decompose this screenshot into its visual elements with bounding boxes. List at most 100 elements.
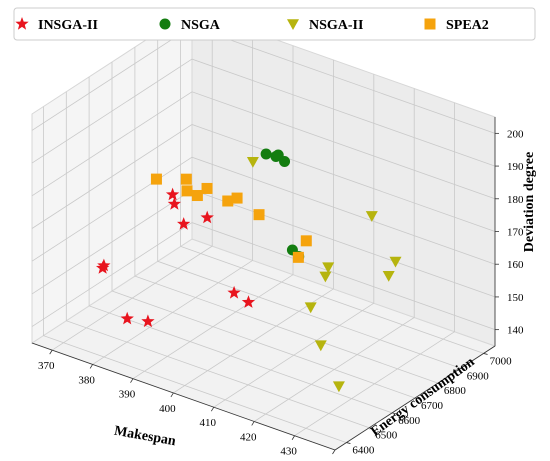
x-tick-mark bbox=[332, 449, 336, 455]
point-spea2 bbox=[180, 173, 192, 185]
legend-marker-nsga bbox=[159, 18, 171, 30]
axis-panes bbox=[30, 9, 497, 451]
z-grid-line bbox=[31, 58, 496, 167]
x-tick-label: 390 bbox=[119, 389, 136, 401]
y-grid-line bbox=[111, 62, 416, 399]
y-tick-label: 6400 bbox=[352, 445, 375, 457]
x-tick-mark bbox=[291, 435, 295, 440]
point-spea2 bbox=[181, 185, 193, 197]
point-nsga-ii bbox=[314, 340, 327, 352]
z-grid-line bbox=[31, 156, 496, 265]
tick-labels: 3703803904004104204304406400650066006700… bbox=[38, 128, 524, 461]
x-tick-label: 420 bbox=[240, 431, 257, 443]
point-spea2 bbox=[201, 182, 213, 194]
legend-items: INSGA-II NSGA NSGA-II SPEA2 bbox=[15, 17, 489, 33]
point-nsga-ii bbox=[246, 157, 259, 168]
point-insga-ii bbox=[167, 197, 181, 210]
x-grid-line bbox=[51, 17, 213, 351]
z-tick-label: 170 bbox=[507, 227, 524, 239]
legend: INSGA-II NSGA NSGA-II SPEA2 bbox=[13, 7, 536, 41]
z-grid-line bbox=[31, 91, 496, 200]
y-grid-line bbox=[180, 17, 484, 354]
point-nsga bbox=[260, 148, 272, 160]
point-insga-ii bbox=[200, 210, 214, 224]
point-insga-ii bbox=[165, 187, 180, 201]
x-tick-mark bbox=[251, 421, 255, 426]
point-spea2 bbox=[231, 192, 243, 204]
z-tick-label: 180 bbox=[507, 194, 524, 206]
y-grid-line bbox=[43, 106, 347, 443]
legend-label-insga-ii: INSGA-II bbox=[38, 18, 98, 33]
x-tick-mark bbox=[49, 349, 53, 355]
y-tick-mark bbox=[483, 353, 488, 355]
point-insga-ii bbox=[141, 314, 155, 328]
x-tick-mark bbox=[130, 378, 134, 383]
x-tick-label: 400 bbox=[159, 403, 176, 415]
point-nsga-ii bbox=[322, 262, 335, 274]
legend-frame bbox=[13, 7, 536, 41]
y-tick-mark bbox=[369, 427, 374, 430]
z-tick-label: 160 bbox=[507, 259, 524, 271]
x-grid-line bbox=[253, 88, 415, 422]
y-tick-label: 6800 bbox=[444, 385, 467, 397]
y-tick-mark bbox=[437, 382, 442, 385]
x-tick-mark bbox=[170, 392, 174, 398]
point-nsga bbox=[279, 155, 291, 167]
y-grid-line bbox=[65, 91, 370, 429]
point-nsga-ii bbox=[304, 302, 317, 314]
y-tick-label: 6500 bbox=[375, 430, 398, 442]
y-grid-line bbox=[134, 47, 439, 384]
x-tick-mark bbox=[210, 406, 215, 412]
y-tick-label: 6700 bbox=[421, 400, 444, 412]
point-spea2 bbox=[253, 209, 265, 221]
x-tick-label: 410 bbox=[200, 417, 217, 429]
x-tick-label: 430 bbox=[280, 446, 297, 458]
y-tick-mark bbox=[414, 397, 420, 400]
point-insga-ii bbox=[97, 258, 111, 272]
legend-marker-spea2 bbox=[424, 18, 436, 30]
point-nsga-ii bbox=[389, 256, 402, 268]
y-tick-label: 6900 bbox=[467, 370, 490, 382]
point-insga-ii bbox=[227, 285, 241, 299]
legend-label-spea2: SPEA2 bbox=[446, 18, 489, 33]
y-tick-mark bbox=[460, 367, 465, 370]
point-nsga-ii bbox=[365, 211, 378, 222]
point-spea2 bbox=[292, 251, 304, 263]
x-grid-line bbox=[294, 102, 456, 437]
point-spea2 bbox=[150, 173, 162, 185]
z-tick-label: 190 bbox=[507, 161, 524, 173]
z-tick-label: 150 bbox=[507, 292, 524, 304]
legend-label-nsga-ii: NSGA-II bbox=[309, 18, 363, 33]
point-spea2 bbox=[300, 235, 312, 247]
point-nsga-ii bbox=[319, 271, 332, 283]
x-tick-label: 380 bbox=[78, 374, 95, 386]
point-spea2 bbox=[191, 190, 203, 202]
point-insga-ii bbox=[177, 217, 191, 230]
z-axis-label: Deviation degree bbox=[522, 152, 537, 252]
y-grid-line bbox=[157, 32, 461, 369]
x-grid-line bbox=[213, 74, 375, 408]
data-points bbox=[96, 148, 402, 393]
legend-marker-nsga-ii bbox=[287, 19, 299, 30]
point-spea2 bbox=[222, 195, 234, 207]
z-tick-label: 140 bbox=[507, 325, 524, 337]
point-insga-ii bbox=[120, 311, 134, 325]
z-grid-line bbox=[31, 222, 496, 330]
legend-label-nsga: NSGA bbox=[181, 18, 221, 33]
legend-marker-insga-ii bbox=[15, 17, 29, 30]
y-tick-mark bbox=[392, 412, 397, 415]
x-axis-label: Makespan bbox=[113, 424, 177, 450]
point-nsga-ii bbox=[382, 271, 395, 282]
point-nsga-ii bbox=[332, 381, 345, 393]
x-axis-line bbox=[31, 342, 336, 451]
x-grid-line bbox=[173, 59, 334, 394]
x-grid-line bbox=[92, 31, 254, 365]
y-grid-line bbox=[88, 76, 393, 414]
y-tick-mark bbox=[346, 442, 351, 444]
x-grid-line bbox=[132, 45, 294, 380]
point-insga-ii bbox=[241, 295, 256, 308]
z-tick-label: 200 bbox=[507, 128, 524, 140]
y-tick-label: 6600 bbox=[398, 415, 421, 427]
x-tick-label: 370 bbox=[38, 360, 55, 372]
